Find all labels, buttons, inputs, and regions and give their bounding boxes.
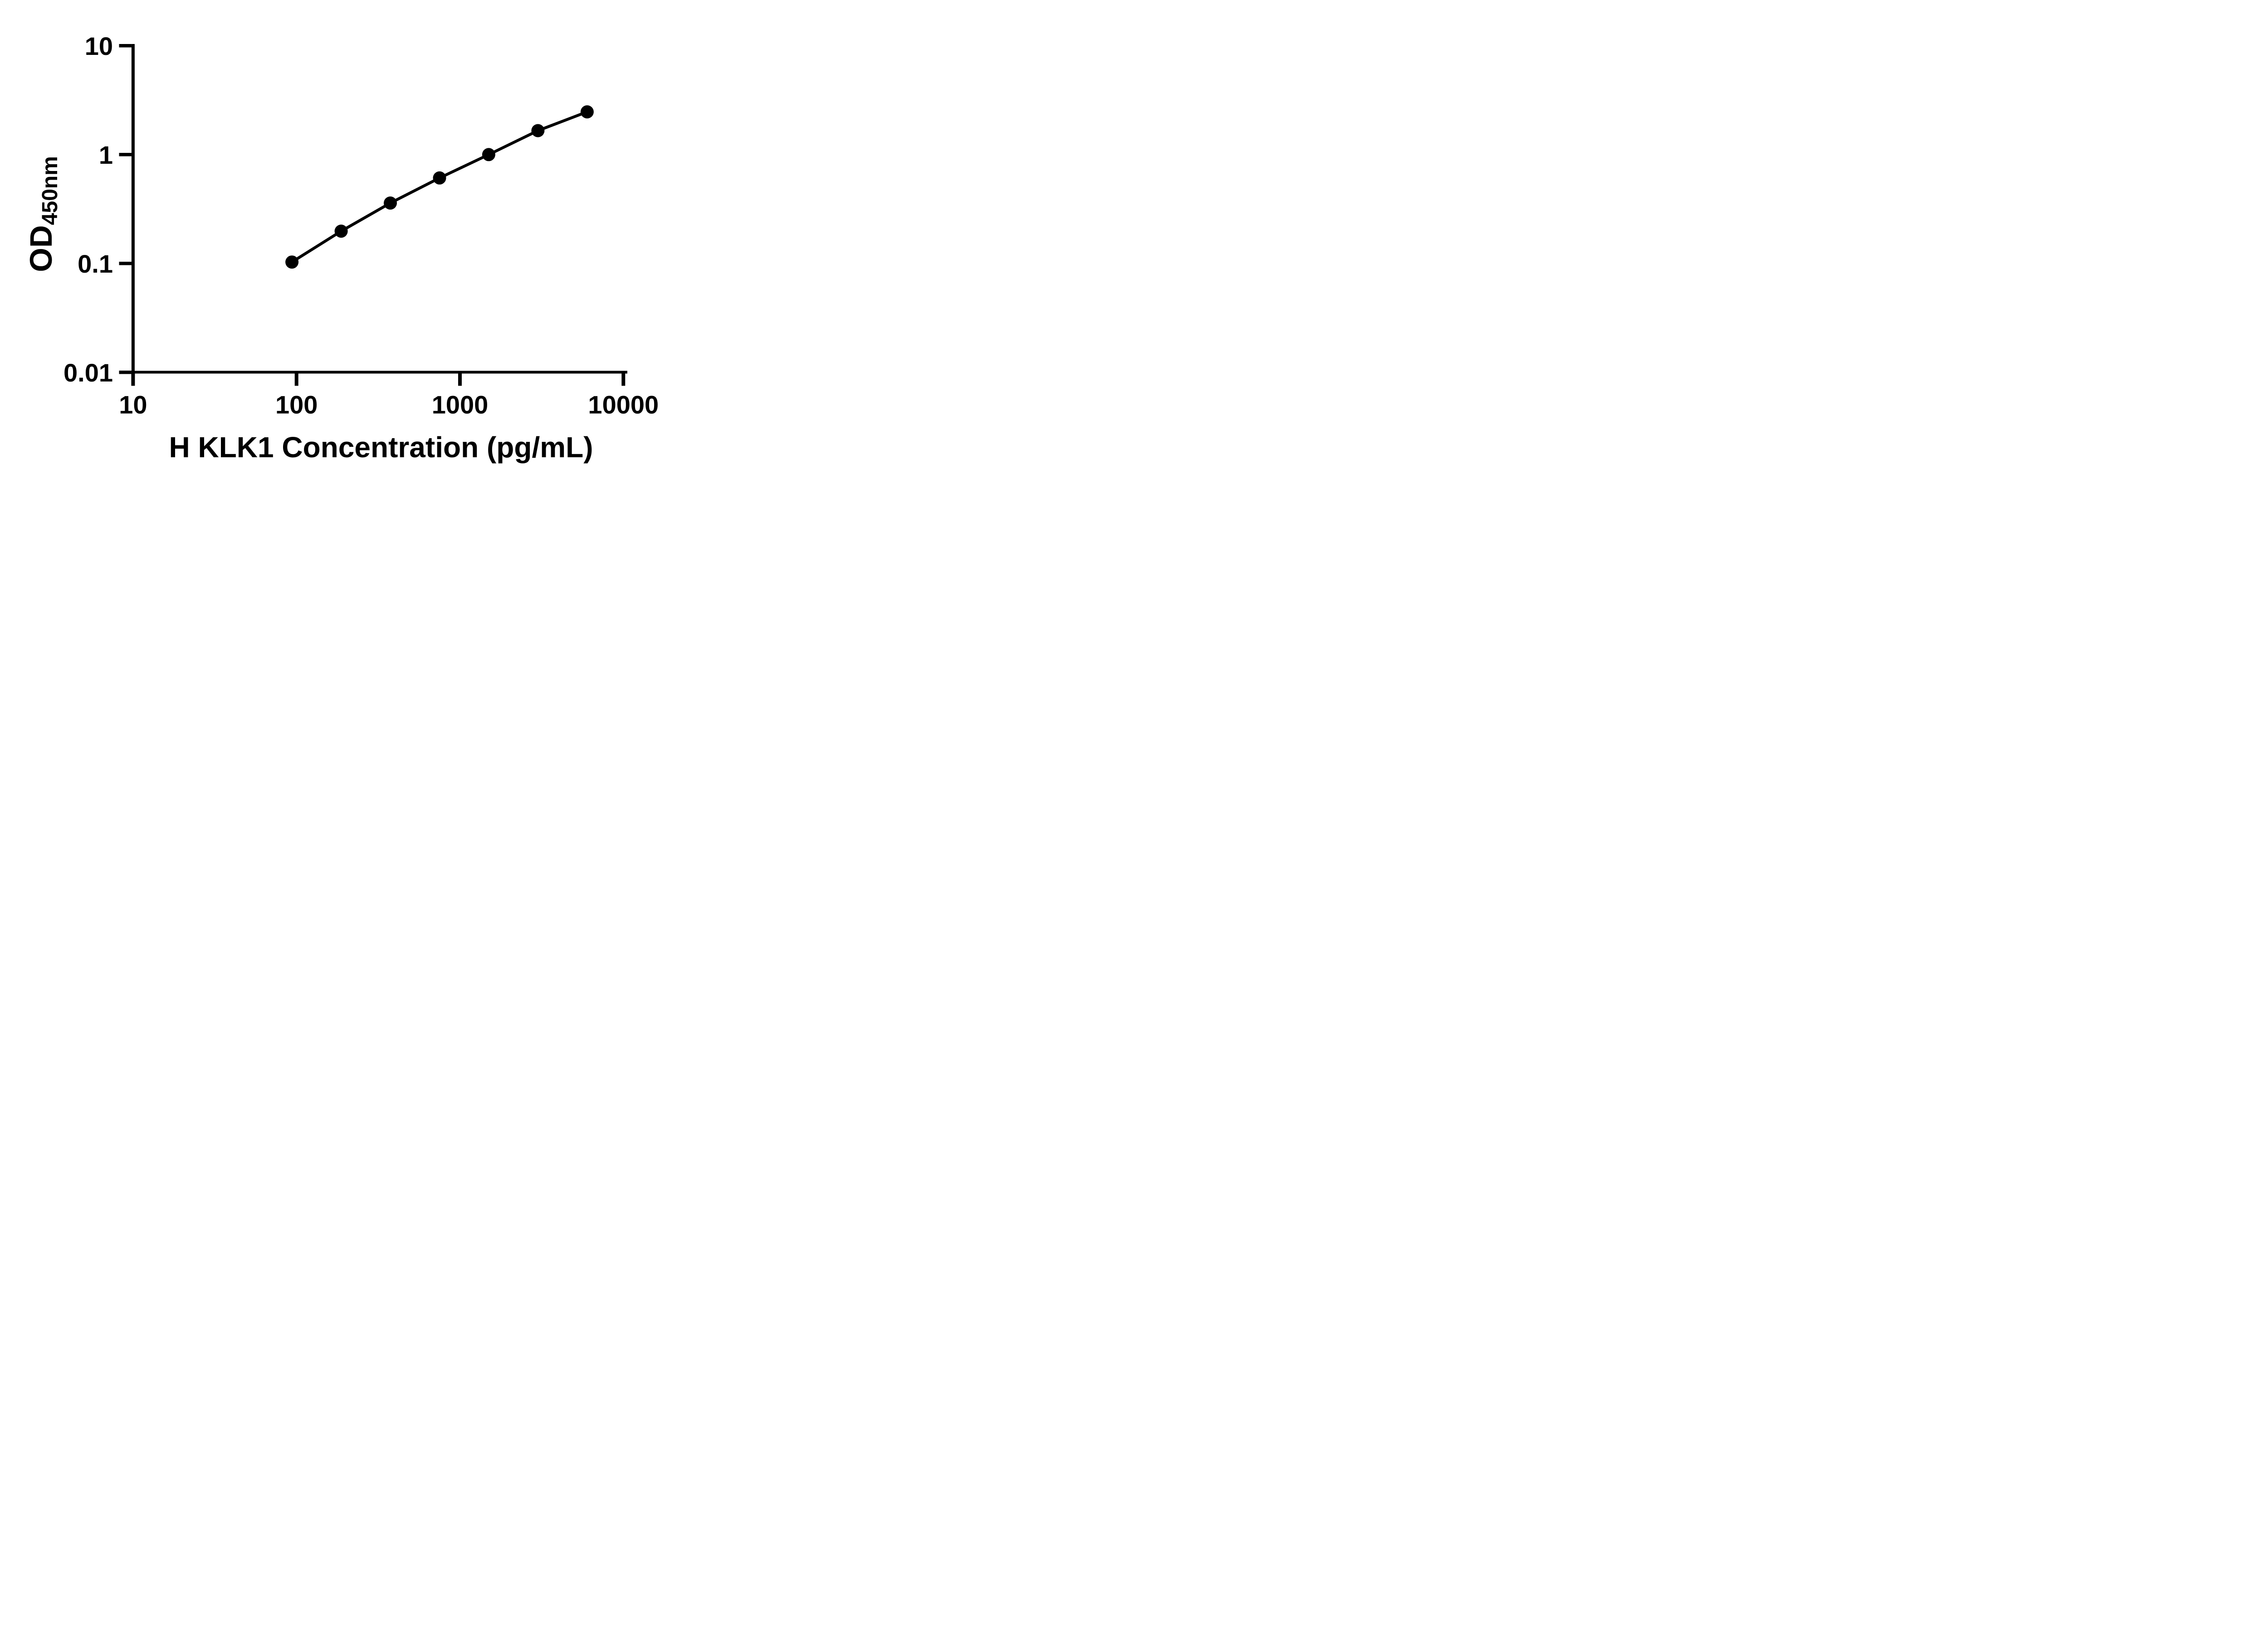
x-tick-label: 1000 xyxy=(432,391,489,419)
data-point-marker xyxy=(580,105,594,119)
data-point-marker xyxy=(531,124,545,137)
y-axis-ticks xyxy=(119,44,132,374)
elisa-standard-curve-figure: 0.01 0.1 1 10 10 100 1000 10000 H KLK1 Concent… xyxy=(0,0,698,490)
data-point-marker xyxy=(384,196,397,210)
y-axis-title-main: OD xyxy=(24,225,59,272)
x-axis-tick-labels: 10 100 1000 10000 xyxy=(119,391,659,419)
data-point-marker xyxy=(285,255,299,269)
data-point-marker xyxy=(433,171,446,185)
data-series xyxy=(285,105,594,269)
x-axis-title: H KLK1 Concentration (pg/mL) xyxy=(169,431,593,464)
x-tick-label: 100 xyxy=(275,391,318,419)
x-tick-label: 10 xyxy=(119,391,147,419)
data-point-marker xyxy=(482,148,495,161)
x-tick-label: 10000 xyxy=(588,391,659,419)
y-tick-label: 0.01 xyxy=(64,358,113,387)
data-point-marker xyxy=(334,225,348,238)
x-axis-ticks xyxy=(131,373,626,386)
y-tick-label: 0.1 xyxy=(78,249,113,278)
y-axis-tick-labels: 0.01 0.1 1 10 xyxy=(64,32,113,387)
y-tick-label: 1 xyxy=(99,141,113,169)
y-axis-title: OD450nm xyxy=(24,156,62,272)
y-axis-title-subscript: 450nm xyxy=(38,156,62,225)
chart-canvas: 0.01 0.1 1 10 10 100 1000 10000 H KLK1 Concent… xyxy=(24,32,659,464)
y-tick-label: 10 xyxy=(85,32,113,60)
